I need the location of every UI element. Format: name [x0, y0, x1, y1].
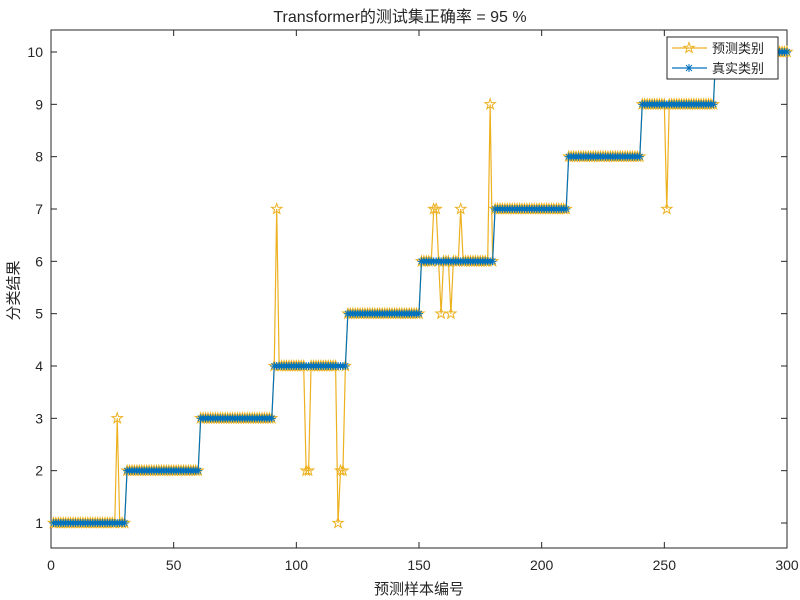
x-tick-label: 250 — [653, 557, 677, 573]
chart-title: Transformer的测试集正确率 = 95 % — [273, 9, 527, 26]
y-tick-label: 10 — [27, 44, 43, 60]
x-tick-label: 300 — [775, 557, 799, 573]
y-tick-label: 9 — [35, 96, 43, 112]
x-tick-label: 100 — [285, 557, 309, 573]
x-tick-label: 0 — [47, 557, 55, 573]
legend-label-predicted: 预测类别 — [712, 41, 764, 56]
asterisk-marker-icon — [685, 64, 693, 72]
star-marker-icon — [682, 40, 696, 54]
y-tick-label: 3 — [35, 410, 43, 426]
axis-ticks: 0 50 100 150 200 250 300 1 2 3 4 5 6 7 8 9 10 — [27, 30, 799, 573]
legend-label-true: 真实类别 — [712, 61, 764, 76]
y-tick-label: 1 — [35, 515, 43, 531]
x-tick-label: 200 — [530, 557, 554, 573]
x-tick-label: 150 — [407, 557, 431, 573]
y-axis-label: 分类结果 — [4, 260, 23, 321]
y-tick-label: 6 — [35, 253, 43, 269]
y-tick-label: 5 — [35, 306, 43, 322]
x-tick-label: 50 — [166, 557, 182, 573]
y-tick-label: 8 — [35, 149, 43, 165]
x-axis-label: 预测样本编号 — [373, 580, 464, 598]
y-tick-label: 2 — [35, 463, 43, 479]
y-tick-label: 7 — [35, 201, 43, 217]
y-tick-label: 4 — [35, 358, 43, 374]
